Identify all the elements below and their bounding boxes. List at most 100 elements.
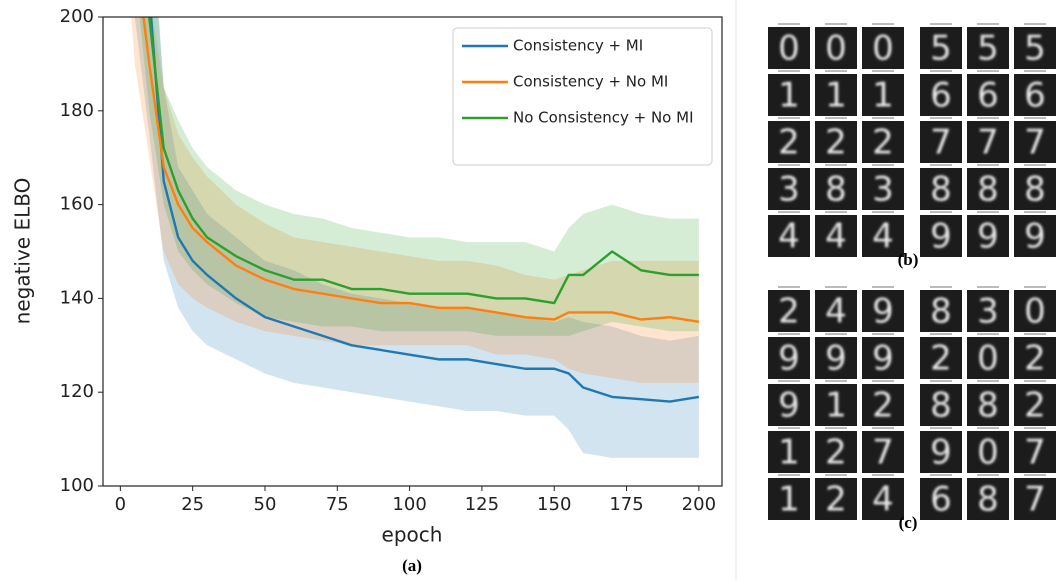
digit-image bbox=[920, 431, 962, 473]
image-title-bar bbox=[930, 70, 952, 72]
image-title-bar bbox=[872, 117, 894, 119]
image-title-bar bbox=[1024, 333, 1046, 335]
image-title-bar bbox=[872, 70, 894, 72]
digit: 2 bbox=[872, 386, 894, 426]
legend: Consistency + MI Consistency + No MI No Co… bbox=[452, 27, 713, 166]
image-title-bar bbox=[778, 23, 800, 25]
digit: 8 bbox=[977, 386, 999, 426]
x-tick-label: 25 bbox=[181, 494, 204, 515]
y-tick-label: 180 bbox=[60, 100, 94, 121]
x-tick-label: 0 bbox=[115, 494, 126, 515]
digit-image bbox=[815, 478, 857, 520]
digit: 4 bbox=[872, 480, 894, 520]
image-title-bar bbox=[1024, 23, 1046, 25]
image-title-bar bbox=[977, 70, 999, 72]
digit-image bbox=[862, 431, 904, 473]
image-title-bar bbox=[825, 23, 847, 25]
digit-image bbox=[815, 74, 857, 116]
digit-image bbox=[1014, 74, 1056, 116]
digit: 1 bbox=[778, 480, 800, 520]
series-line bbox=[149, 17, 700, 403]
image-title-bar bbox=[778, 70, 800, 72]
y-tick-label: 100 bbox=[60, 475, 94, 496]
legend-label: No Consistency + No MI bbox=[513, 109, 694, 127]
image-title-bar bbox=[930, 117, 952, 119]
digit: 9 bbox=[778, 386, 800, 426]
image-title-bar bbox=[930, 427, 952, 429]
digit: 7 bbox=[872, 433, 894, 473]
digit: 6 bbox=[930, 480, 952, 520]
digit: 0 bbox=[825, 29, 847, 69]
digit: 9 bbox=[872, 292, 894, 332]
digit-image bbox=[1014, 290, 1056, 332]
image-title-bar bbox=[930, 286, 952, 288]
digit: 9 bbox=[977, 217, 999, 257]
image-title-bar bbox=[872, 164, 894, 166]
digit-image bbox=[815, 121, 857, 163]
image-title-bar bbox=[977, 164, 999, 166]
digit-image bbox=[1014, 168, 1056, 210]
x-axis-label: epoch bbox=[382, 523, 443, 547]
digit: 8 bbox=[930, 170, 952, 210]
image-title-bar bbox=[930, 23, 952, 25]
image-title-bar bbox=[825, 286, 847, 288]
digit-panel: 0 0 0 5 5 51 1 1 6 6 62 2 2 7 7 73 8 3 8 8 84 4 4 9 9 9(b) bbox=[768, 23, 1056, 269]
series-line bbox=[142, 17, 700, 324]
image-title-bar bbox=[1024, 70, 1046, 72]
x-tick-label: 75 bbox=[326, 494, 349, 515]
image-title-bar bbox=[778, 117, 800, 119]
digit-image bbox=[967, 478, 1009, 520]
digit-image bbox=[1014, 121, 1056, 163]
digit-image bbox=[862, 27, 904, 69]
digit: 4 bbox=[778, 217, 800, 257]
digit-image bbox=[967, 384, 1009, 426]
image-title-bar bbox=[1024, 211, 1046, 213]
image-title-bar bbox=[872, 211, 894, 213]
image-title-bar bbox=[825, 117, 847, 119]
digit-image bbox=[920, 27, 962, 69]
digit: 3 bbox=[977, 292, 999, 332]
digit: 1 bbox=[778, 76, 800, 116]
digit: 5 bbox=[1024, 29, 1046, 69]
series-line bbox=[148, 17, 699, 305]
image-title-bar bbox=[930, 211, 952, 213]
digit-image bbox=[815, 215, 857, 257]
digit-image bbox=[815, 431, 857, 473]
digit-image bbox=[1014, 478, 1056, 520]
caption: (a) bbox=[402, 556, 422, 575]
image-title-bar bbox=[825, 427, 847, 429]
digit: 0 bbox=[872, 29, 894, 69]
image-title-bar bbox=[1024, 380, 1046, 382]
digit: 4 bbox=[825, 217, 847, 257]
digit: 1 bbox=[872, 76, 894, 116]
digit-image bbox=[920, 168, 962, 210]
x-tick-label: 100 bbox=[392, 494, 426, 515]
digit: 7 bbox=[1024, 123, 1046, 163]
digit-image bbox=[920, 337, 962, 379]
digit: 2 bbox=[825, 480, 847, 520]
digit: 1 bbox=[778, 433, 800, 473]
digit-image bbox=[920, 290, 962, 332]
digit: 2 bbox=[778, 123, 800, 163]
digit-image bbox=[967, 337, 1009, 379]
digit: 9 bbox=[825, 339, 847, 379]
image-title-bar bbox=[977, 380, 999, 382]
image-title-bar bbox=[872, 286, 894, 288]
digit-image bbox=[920, 74, 962, 116]
digit-image bbox=[1014, 384, 1056, 426]
digit-image bbox=[768, 431, 810, 473]
digit: 5 bbox=[930, 29, 952, 69]
digit-image bbox=[815, 168, 857, 210]
digit: 0 bbox=[1024, 292, 1046, 332]
digit-image bbox=[1014, 337, 1056, 379]
digit-image bbox=[920, 121, 962, 163]
digit: 0 bbox=[977, 433, 999, 473]
image-title-bar bbox=[872, 427, 894, 429]
digit-image bbox=[862, 290, 904, 332]
digit: 2 bbox=[778, 292, 800, 332]
digit-image bbox=[862, 384, 904, 426]
digit: 2 bbox=[872, 123, 894, 163]
digit-image bbox=[862, 337, 904, 379]
digit-image bbox=[967, 121, 1009, 163]
